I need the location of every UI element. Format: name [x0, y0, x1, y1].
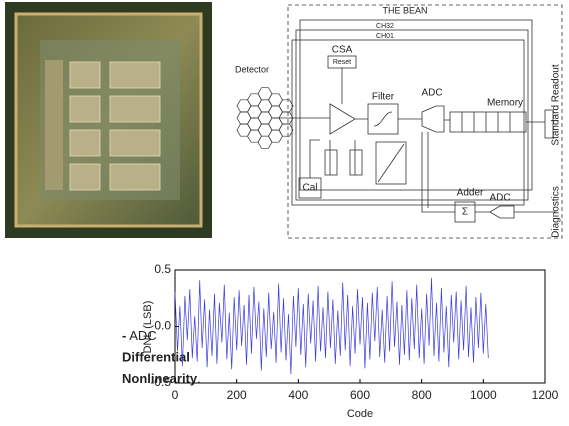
memory-label: Memory	[487, 98, 523, 109]
x-tick-label: 400	[288, 388, 308, 402]
y-tick-label: 0.0	[154, 319, 171, 333]
chip-photo	[5, 2, 212, 238]
caption-line: - ADC	[122, 328, 157, 343]
plot-frame	[174, 269, 546, 384]
y-axis-label: DNL (LSB)	[142, 301, 154, 354]
caption-prefix: ADC	[126, 328, 156, 343]
y-tick-label: -0.5	[150, 375, 171, 389]
x-tick-label: 1000	[470, 388, 497, 402]
filter-label: Filter	[372, 92, 395, 103]
x-tick-label: 1200	[532, 388, 559, 402]
dnl-chart: DNL (LSB) Code 0 200 400 600 800 1000 1200 -0.5…	[142, 262, 559, 420]
x-tick-label: 800	[412, 388, 432, 402]
dnl-line	[174, 277, 489, 375]
y-tick-label: 0.5	[154, 262, 171, 276]
detector-label: Detector	[235, 64, 269, 74]
hexagon	[278, 123, 294, 137]
diagram-title: THE BEAN	[382, 5, 427, 15]
x-tick-label: 0	[172, 388, 179, 402]
adc-label: ADC	[489, 193, 510, 204]
channel-label: CH32	[376, 23, 394, 30]
x-axis-label: Code	[347, 408, 373, 420]
x-tick-label: 600	[350, 388, 370, 402]
csa-label: CSA	[332, 45, 353, 56]
cal-label: Cal	[302, 183, 317, 194]
adc-label: ADC	[421, 88, 442, 99]
reset-label: Reset	[333, 59, 351, 66]
caption-dash: -	[122, 328, 126, 343]
channel-label: CH01	[376, 33, 394, 40]
hexagon	[278, 99, 294, 113]
caption-line: Differential	[122, 349, 190, 364]
caption-end: .	[197, 371, 201, 386]
block-diagram: THE BEAN CH32 CH01 Detector CSA Reset Fi…	[235, 4, 563, 239]
standard-readout-label: Standard Readout	[551, 64, 562, 145]
x-tick-label: 200	[227, 388, 247, 402]
adder-symbol: Σ	[462, 207, 468, 218]
adder-label: Adder	[457, 188, 484, 199]
diagnostics-label: Diagnostics	[551, 186, 562, 238]
